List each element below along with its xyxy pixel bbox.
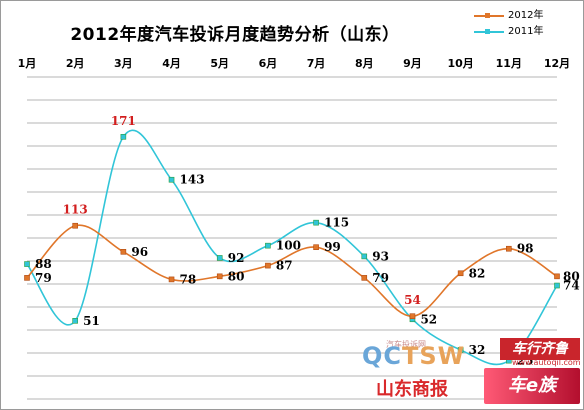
data-label: 78 — [180, 272, 197, 286]
watermark-qctsw-small: 汽车投诉网 — [386, 340, 426, 349]
data-label: 80 — [228, 269, 245, 283]
data-label: 100 — [276, 239, 301, 253]
x-tick-label: 8月 — [355, 57, 374, 70]
data-point — [457, 347, 464, 353]
watermark-url: www.autoqil.com — [512, 358, 581, 367]
data-point — [72, 222, 78, 229]
data-label: 80 — [563, 269, 580, 283]
data-point — [24, 261, 30, 267]
x-tick-label: 10月 — [447, 57, 473, 70]
data-point — [265, 262, 271, 269]
data-point — [265, 242, 271, 249]
chart-title: 2012年度汽车投诉月度趋势分析（山东） — [70, 25, 400, 45]
x-tick-label: 11月 — [496, 57, 522, 70]
legend-marker-icon — [485, 13, 490, 18]
watermark-qctsw-logo: QCTSW — [362, 342, 465, 370]
x-tick-label: 4月 — [162, 57, 181, 70]
data-point — [409, 313, 416, 320]
watermark-brand: 车行齐鲁 — [500, 338, 580, 360]
data-label: 92 — [228, 251, 245, 265]
data-point — [361, 275, 368, 281]
legend-item-2012: 2012年 — [470, 8, 580, 24]
data-label: 98 — [517, 242, 534, 256]
legend-item-2011: 2011年 — [470, 24, 580, 40]
watermark-che: 车e族 — [484, 368, 580, 404]
data-point — [168, 176, 175, 183]
data-point — [216, 273, 223, 280]
data-label: 82 — [469, 266, 486, 280]
x-tick-label: 9月 — [403, 57, 422, 70]
x-tick-label: 1月 — [18, 57, 37, 70]
data-label: 99 — [324, 240, 341, 254]
data-label: 113 — [63, 203, 88, 217]
data-point — [361, 253, 368, 260]
data-point — [120, 134, 127, 140]
legend-label-2012: 2012年 — [508, 10, 544, 21]
data-label: 54 — [404, 293, 421, 307]
x-tick-label: 2月 — [66, 57, 85, 70]
data-point — [506, 245, 512, 252]
x-tick-label: 3月 — [114, 57, 133, 70]
watermark-shandong: 山东商报 — [376, 379, 448, 400]
data-label: 143 — [180, 173, 205, 187]
data-label: 88 — [35, 257, 52, 271]
data-point — [313, 244, 319, 250]
data-label: 32 — [469, 343, 486, 357]
legend-label-2011: 2011年 — [508, 26, 544, 37]
data-label: 171 — [111, 114, 136, 128]
data-label: 52 — [420, 312, 437, 326]
watermark-qctsw-part2: TSW — [402, 342, 466, 370]
data-point — [554, 282, 560, 289]
data-point — [554, 273, 560, 280]
data-point — [72, 317, 78, 324]
data-point — [313, 219, 319, 226]
data-label: 74 — [563, 279, 580, 293]
x-tick-label: 7月 — [307, 57, 326, 70]
data-label: 79 — [372, 271, 389, 285]
legend-marker-icon — [485, 29, 490, 34]
data-point — [24, 275, 30, 281]
data-label: 87 — [276, 259, 293, 273]
watermark-qctsw-part1: QC — [362, 342, 403, 370]
data-point — [216, 255, 223, 261]
data-point — [120, 249, 127, 255]
x-tick-label: 12月 — [544, 57, 570, 70]
x-tick-label: 5月 — [210, 57, 229, 70]
data-label: 96 — [131, 245, 148, 259]
data-point — [457, 270, 464, 277]
data-point — [168, 276, 175, 283]
legend: 2012年 2011年 — [470, 8, 580, 40]
data-label: 115 — [324, 216, 349, 230]
data-label: 51 — [83, 314, 100, 328]
data-label: 93 — [372, 249, 389, 263]
x-tick-label: 6月 — [259, 57, 278, 70]
data-label: 79 — [35, 271, 52, 285]
